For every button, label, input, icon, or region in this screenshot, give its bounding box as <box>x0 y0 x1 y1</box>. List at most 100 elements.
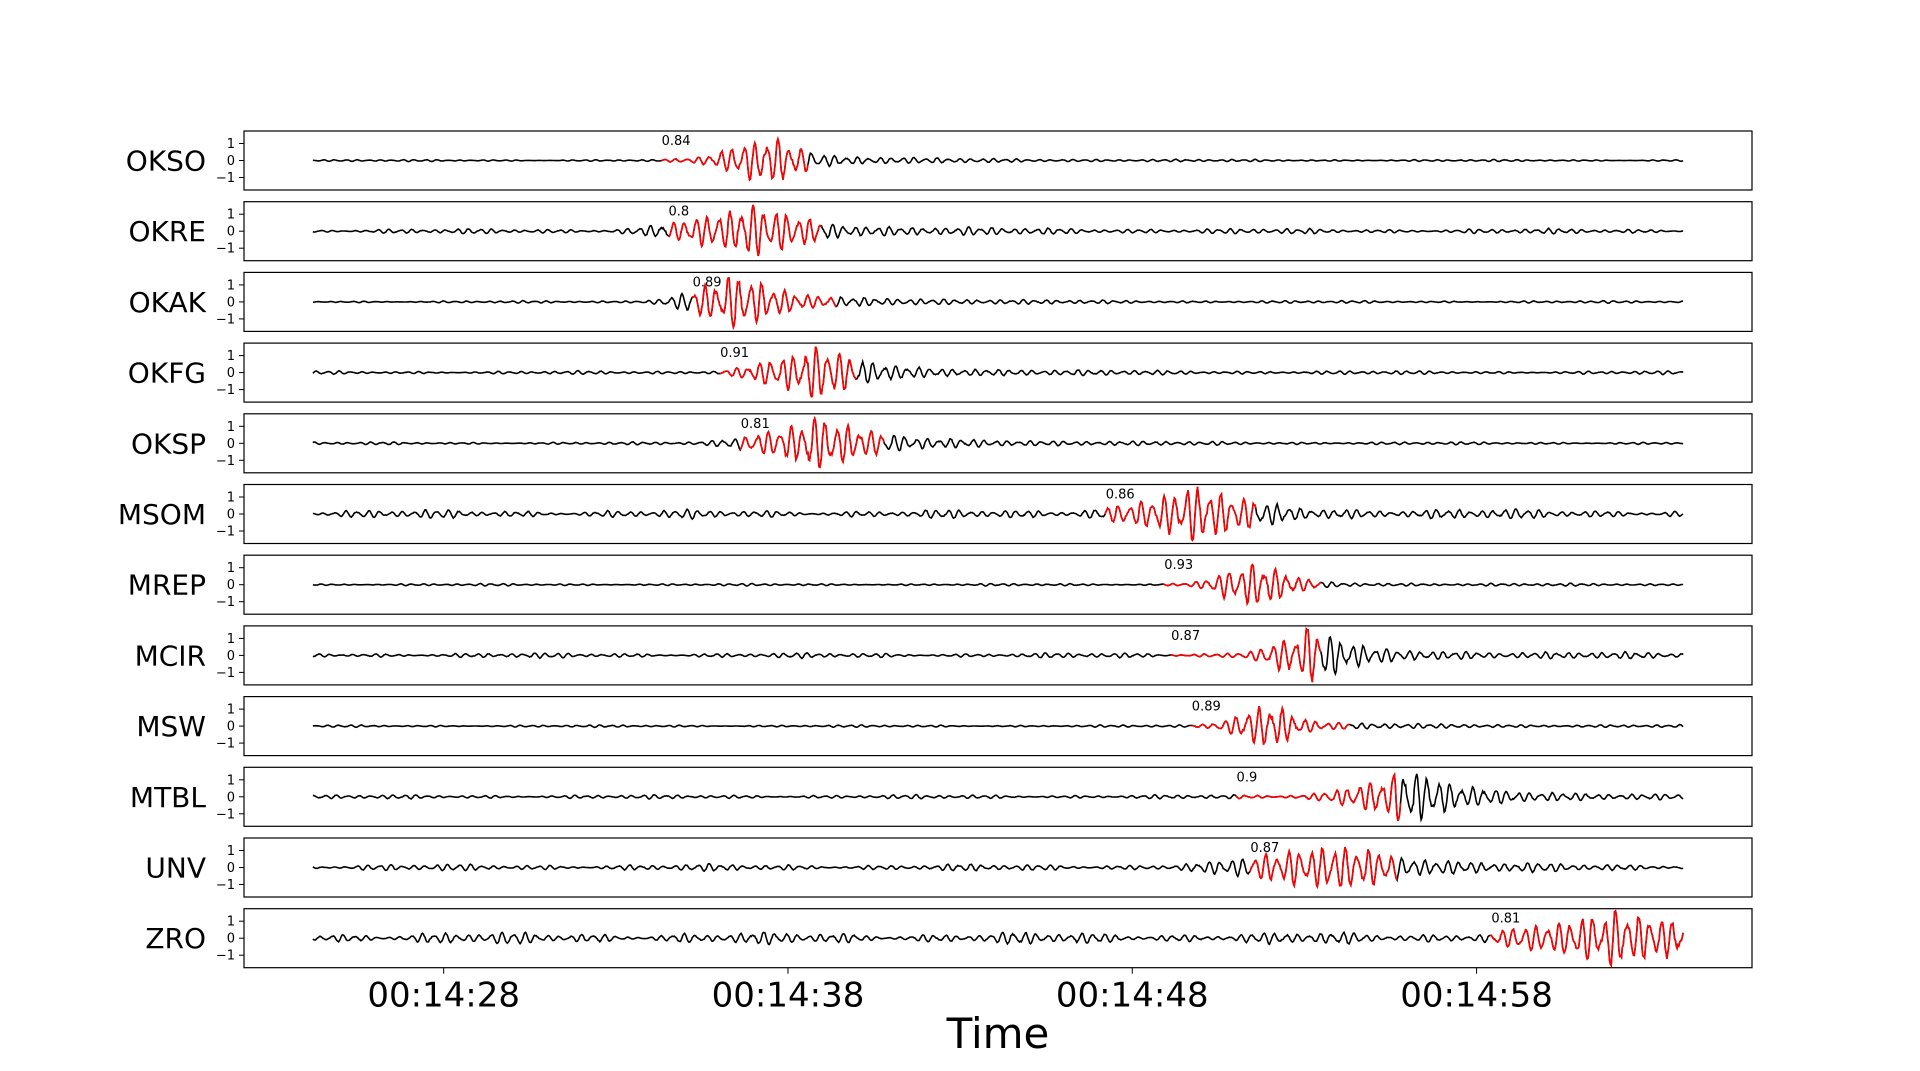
y-tick-label: 0 <box>227 366 235 381</box>
y-tick-label: 1 <box>227 561 235 576</box>
waveform-trace <box>312 486 1684 542</box>
station-label: MSOM <box>118 498 206 531</box>
correlation-label: 0.87 <box>1171 629 1200 644</box>
pick-window-trace <box>1171 626 1322 683</box>
pick-window-trace <box>1235 772 1402 822</box>
y-tick-label: 0 <box>227 508 235 523</box>
panel-frame <box>243 908 1753 969</box>
x-tick-label: 00:14:38 <box>712 976 865 1016</box>
y-tick-label: 0 <box>227 295 235 310</box>
y-tick-label: −1 <box>216 666 235 681</box>
y-tick-label: 1 <box>227 773 235 788</box>
y-tick-label: 0 <box>227 790 235 805</box>
y-tick-label: 0 <box>227 861 235 876</box>
y-tick-label: −1 <box>216 595 235 610</box>
waveform-trace <box>312 277 1684 331</box>
y-tick-label: −1 <box>216 737 235 752</box>
pick-window-trace <box>1490 909 1684 969</box>
y-tick-label: −1 <box>216 454 235 469</box>
waveform-trace <box>312 909 1684 969</box>
pick-window-trace <box>739 415 885 469</box>
station-label: OKSO <box>126 145 206 178</box>
station-label: OKAK <box>129 286 207 319</box>
y-tick-label: −1 <box>216 312 235 327</box>
correlation-label: 0.93 <box>1164 558 1193 573</box>
waveform-trace <box>312 626 1684 683</box>
pick-window-trace <box>719 346 857 398</box>
y-tick-label: 1 <box>227 491 235 506</box>
y-tick-label: 1 <box>227 208 235 223</box>
waveform-trace <box>312 346 1684 398</box>
panel-zro: ZRO 1 0 −1 0.81 <box>145 908 1753 969</box>
panel-okfg: OKFG 1 0 −1 0.91 <box>128 342 1753 403</box>
x-tick-label: 00:14:48 <box>1056 976 1209 1016</box>
correlation-label: 0.91 <box>720 346 749 361</box>
station-label: MSW <box>136 710 206 743</box>
y-tick-label: −1 <box>216 807 235 822</box>
correlation-label: 0.9 <box>1237 770 1258 785</box>
station-label: ZRO <box>145 922 206 955</box>
y-tick-label: 0 <box>227 649 235 664</box>
panel-msw: MSW 1 0 −1 0.89 <box>136 695 1753 757</box>
station-label: MREP <box>128 569 206 602</box>
correlation-label: 0.81 <box>1491 912 1520 927</box>
panel-unv: UNV 1 0 −1 0.87 <box>145 837 1753 898</box>
pick-window-trace <box>1163 563 1322 607</box>
y-tick-label: 1 <box>227 137 235 152</box>
panel-okso: OKSO 1 0 −1 0.84 <box>126 130 1753 191</box>
panel-mtbl: MTBL 1 0 −1 0.9 <box>130 766 1753 827</box>
pick-window-trace <box>667 204 822 257</box>
waveform-trace <box>312 563 1684 607</box>
y-tick-label: 1 <box>227 420 235 435</box>
y-tick-label: 0 <box>227 578 235 593</box>
correlation-label: 0.89 <box>693 275 722 290</box>
station-label: MTBL <box>130 781 206 814</box>
y-tick-label: 1 <box>227 349 235 364</box>
y-tick-label: −1 <box>216 383 235 398</box>
correlation-label: 0.87 <box>1250 841 1279 856</box>
waveform-trace <box>312 705 1684 745</box>
y-tick-label: 0 <box>227 225 235 240</box>
time-axis: 00:14:28 00:14:38 00:14:48 00:14:58 <box>367 967 1553 1016</box>
correlation-label: 0.89 <box>1192 700 1221 715</box>
station-label: OKRE <box>128 215 206 248</box>
y-tick-label: 1 <box>227 278 235 293</box>
station-label: OKFG <box>128 357 206 390</box>
y-tick-label: 0 <box>227 437 235 452</box>
y-tick-label: −1 <box>216 242 235 257</box>
waveform-trace <box>312 204 1684 257</box>
y-tick-label: −1 <box>216 525 235 540</box>
panel-okak: OKAK 1 0 −1 0.89 <box>129 271 1753 332</box>
panel-oksp: OKSP 1 0 −1 0.81 <box>131 413 1753 474</box>
y-tick-label: 0 <box>227 932 235 947</box>
correlation-label: 0.8 <box>668 205 689 220</box>
y-tick-label: 1 <box>227 844 235 859</box>
y-tick-label: 1 <box>227 703 235 718</box>
pick-window-trace <box>1191 705 1350 745</box>
y-tick-label: −1 <box>216 171 235 186</box>
x-axis-title: Time <box>946 1009 1050 1058</box>
station-label: UNV <box>145 852 206 885</box>
pick-window-trace <box>1249 846 1398 890</box>
station-label: OKSP <box>131 427 206 460</box>
correlation-label: 0.86 <box>1106 488 1135 503</box>
panel-mrep: MREP 1 0 −1 0.93 <box>128 554 1753 615</box>
pick-window-trace <box>661 136 809 182</box>
pick-window-trace <box>692 277 837 331</box>
station-label: MCIR <box>135 639 206 672</box>
y-tick-label: −1 <box>216 949 235 964</box>
y-tick-label: 1 <box>227 915 235 930</box>
waveform-trace <box>312 415 1684 469</box>
correlation-label: 0.81 <box>741 417 770 432</box>
panel-mcir: MCIR 1 0 −1 0.87 <box>135 625 1753 686</box>
panel-msom: MSOM 1 0 −1 0.86 <box>118 483 1753 545</box>
y-tick-label: −1 <box>216 878 235 893</box>
x-tick-label: 00:14:58 <box>1400 976 1553 1016</box>
pick-window-trace <box>1104 486 1257 542</box>
waveform-trace <box>312 846 1684 890</box>
y-tick-label: 0 <box>227 154 235 169</box>
y-tick-label: 1 <box>227 632 235 647</box>
x-tick-label: 00:14:28 <box>367 976 520 1016</box>
panel-okre: OKRE 1 0 −1 0.8 <box>128 201 1753 262</box>
